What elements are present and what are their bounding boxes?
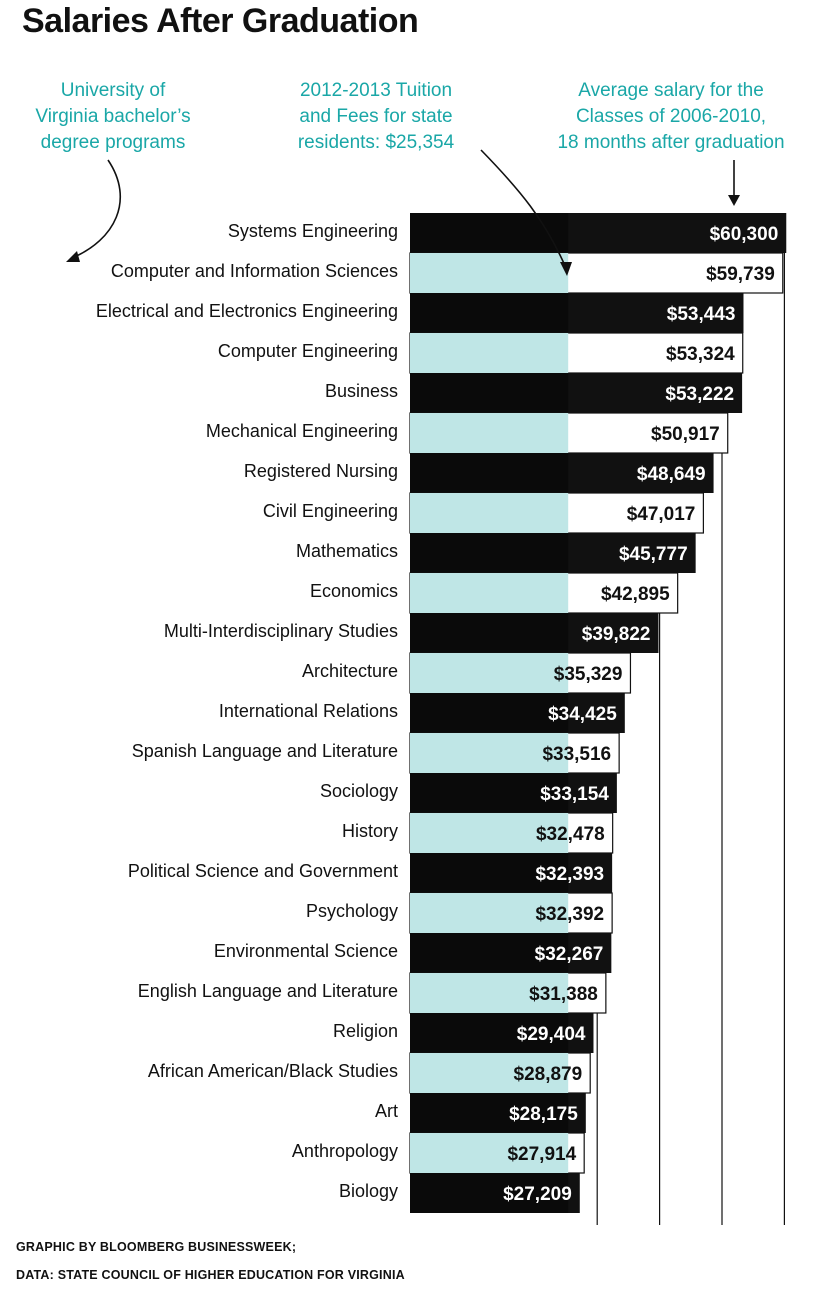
tuition-segment — [410, 893, 569, 933]
value-label: $28,175 — [509, 1104, 578, 1125]
tuition-segment — [410, 533, 569, 573]
category-label: Architecture — [301, 661, 398, 681]
tuition-segment — [410, 333, 569, 373]
category-label: Computer and Information Sciences — [110, 261, 398, 281]
value-label: $48,649 — [637, 464, 706, 485]
category-label: Mechanical Engineering — [205, 421, 398, 441]
category-label: Business — [324, 381, 398, 401]
annotation-arrow-tuition — [480, 149, 567, 269]
tuition-segment — [410, 773, 569, 813]
annotation-salary: Average salary for the Classes of 2006-2… — [520, 78, 822, 156]
category-label: Mathematics — [295, 541, 398, 561]
tuition-segment — [410, 573, 569, 613]
tuition-segment — [410, 413, 569, 453]
category-label: Biology — [338, 1181, 398, 1201]
annotation-programs-line: Virginia bachelor’s — [35, 106, 191, 127]
annotation-programs-line: University of — [60, 80, 166, 101]
tuition-segment — [410, 933, 569, 973]
annotation-salary-line: Average salary for the — [578, 80, 764, 101]
footer-source: DATA: STATE COUNCIL OF HIGHER EDUCATION … — [16, 1268, 405, 1282]
value-label: $53,324 — [666, 344, 735, 365]
value-label: $32,267 — [535, 944, 604, 965]
category-label: Electrical and Electronics Engineering — [95, 301, 398, 321]
value-label: $59,739 — [706, 264, 775, 285]
value-label: $33,154 — [540, 784, 609, 805]
value-label: $53,443 — [667, 304, 736, 325]
chart-title: Salaries After Graduation — [22, 2, 419, 40]
value-label: $28,879 — [514, 1064, 583, 1085]
value-label: $47,017 — [627, 504, 696, 525]
annotation-salary-line: Classes of 2006-2010, — [575, 106, 767, 127]
tuition-segment — [410, 253, 569, 293]
value-label: $32,392 — [535, 904, 604, 925]
tuition-segment — [410, 1133, 569, 1173]
category-label: Religion — [332, 1021, 398, 1041]
tuition-segment — [410, 973, 569, 1013]
value-label: $39,822 — [582, 624, 651, 645]
category-label: Civil Engineering — [262, 501, 398, 521]
value-label: $27,209 — [503, 1184, 572, 1205]
category-label: Art — [374, 1101, 398, 1121]
annotation-tuition-line: residents: $25,354 — [297, 132, 455, 153]
category-label: Spanish Language and Literature — [131, 741, 398, 761]
category-label: Psychology — [305, 901, 398, 921]
tuition-segment — [410, 493, 569, 533]
value-label: $45,777 — [619, 544, 688, 565]
value-label: $53,222 — [665, 384, 734, 405]
tuition-segment — [410, 1053, 569, 1093]
category-label: African American/Black Studies — [147, 1061, 398, 1081]
value-label: $42,895 — [601, 584, 670, 605]
annotation-arrowhead-tuition — [560, 262, 572, 276]
value-label: $32,393 — [535, 864, 604, 885]
value-label: $31,388 — [529, 984, 598, 1005]
tuition-segment — [410, 373, 569, 413]
category-label: International Relations — [218, 701, 398, 721]
value-label: $27,914 — [507, 1144, 576, 1165]
tuition-segment — [410, 293, 569, 333]
annotation-arrow-programs — [71, 159, 122, 259]
value-label: $32,478 — [536, 824, 605, 845]
value-label: $33,516 — [542, 744, 611, 765]
category-label: English Language and Literature — [137, 981, 398, 1001]
tuition-segment — [410, 693, 569, 733]
tuition-segment — [410, 1173, 569, 1213]
tuition-segment — [410, 653, 569, 693]
tuition-segment — [410, 733, 569, 773]
category-label: Economics — [309, 581, 398, 601]
annotation-salary-line: 18 months after graduation — [557, 132, 785, 153]
category-label: History — [341, 821, 398, 841]
annotation-tuition-line: and Fees for state — [299, 106, 453, 127]
category-label: Systems Engineering — [227, 221, 398, 241]
category-label: Sociology — [319, 781, 398, 801]
category-label: Multi-Interdisciplinary Studies — [163, 621, 398, 641]
tuition-segment — [410, 813, 569, 853]
category-label: Environmental Science — [213, 941, 398, 961]
value-label: $60,300 — [710, 224, 779, 245]
category-label: Computer Engineering — [217, 341, 398, 361]
annotation-programs: University of Virginia bachelor’s degree… — [8, 78, 218, 156]
tuition-segment — [410, 1093, 569, 1133]
value-label: $35,329 — [554, 664, 623, 685]
tuition-segment — [410, 213, 569, 253]
category-label: Anthropology — [291, 1141, 398, 1161]
annotation-tuition: 2012-2013 Tuition and Fees for state res… — [268, 78, 484, 156]
annotation-arrowhead-programs — [66, 251, 80, 262]
tuition-segment — [410, 1013, 569, 1053]
annotation-tuition-line: 2012-2013 Tuition — [299, 80, 453, 101]
category-label: Registered Nursing — [243, 461, 398, 481]
annotation-arrowhead-salary — [728, 195, 740, 206]
value-label: $29,404 — [517, 1024, 586, 1045]
tuition-segment — [410, 613, 569, 653]
tuition-segment — [410, 853, 569, 893]
tuition-segment — [410, 453, 569, 493]
annotation-programs-line: degree programs — [40, 132, 186, 153]
value-label: $34,425 — [548, 704, 617, 725]
footer-credit: GRAPHIC BY BLOOMBERG BUSINESSWEEK; — [16, 1240, 297, 1254]
category-label: Political Science and Government — [127, 861, 398, 881]
value-label: $50,917 — [651, 424, 720, 445]
